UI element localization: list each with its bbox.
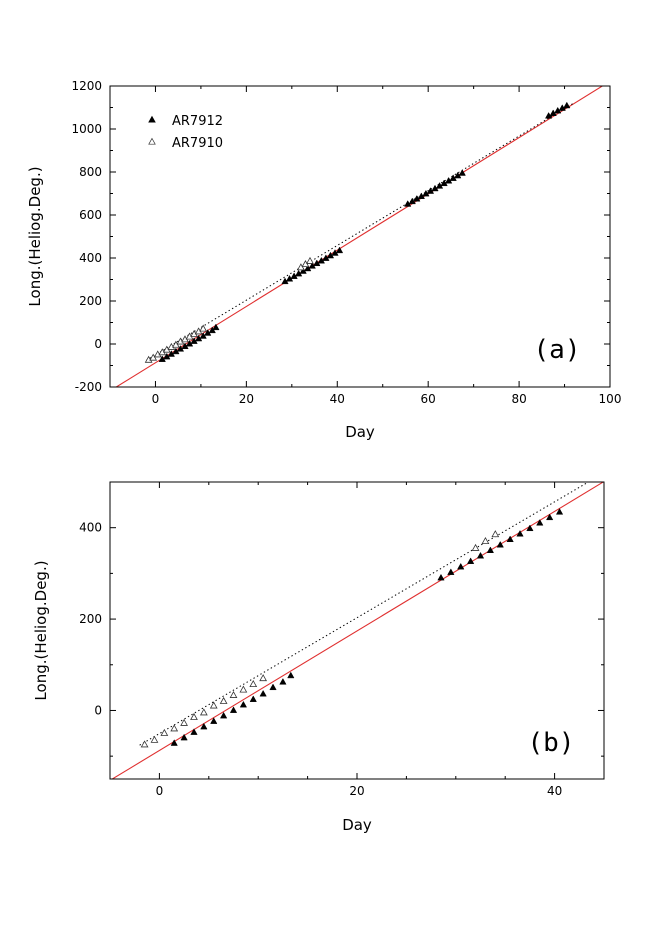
y-tick-label: 400 <box>79 521 102 535</box>
x-tick-label: 80 <box>511 392 526 406</box>
data-point-open-triangle <box>229 690 238 698</box>
data-point-filled-triangle <box>279 678 287 685</box>
axis-ticks <box>109 481 605 779</box>
data-point-open-triangle <box>209 701 218 709</box>
legend-label: AR7910 <box>172 136 223 151</box>
x-tick-label: 20 <box>349 784 364 798</box>
fit-line-dotted <box>139 482 590 746</box>
data-point-open-triangle <box>170 724 179 732</box>
x-tick-label: 40 <box>330 392 345 406</box>
data-point-open-triangle <box>190 712 198 720</box>
y-axis-label: Long.(Heliog.Deg.) <box>32 560 50 700</box>
data-point-filled-triangle <box>476 551 485 559</box>
data-point-filled-triangle <box>219 711 228 719</box>
data-point-open-triangle <box>239 685 248 693</box>
data-point-open-triangle <box>199 324 208 332</box>
x-axis-label: Day <box>345 423 375 441</box>
y-tick-label: 1000 <box>71 122 102 136</box>
data-point-filled-triangle <box>269 683 277 691</box>
x-tick-label: 20 <box>239 392 254 406</box>
x-tick-label: 0 <box>156 784 164 798</box>
data-point-open-triangle <box>199 708 208 716</box>
data-point-filled-triangle <box>457 562 465 570</box>
data-point-filled-triangle <box>239 700 248 708</box>
series-ar7912 <box>170 508 564 746</box>
series-ar7910 <box>140 530 500 748</box>
data-point-filled-triangle <box>229 706 238 713</box>
fit-line-dotted <box>146 102 574 361</box>
data-point-filled-triangle <box>458 169 466 176</box>
data-point-filled-triangle <box>466 557 475 564</box>
legend: AR7912 AR7910 <box>148 114 223 151</box>
x-tick-label: 0 <box>152 392 160 406</box>
data-point-filled-triangle <box>259 689 267 697</box>
y-tick-label: -200 <box>75 380 102 394</box>
data-point-filled-triangle <box>437 573 445 581</box>
data-point-filled-triangle <box>555 508 564 515</box>
data-point-open-triangle <box>259 674 268 682</box>
y-tick-label: 400 <box>79 251 102 265</box>
data-point-open-triangle <box>160 728 169 736</box>
legend-label: AR7912 <box>172 114 223 129</box>
y-tick-label: 800 <box>79 165 102 179</box>
y-tick-label: 0 <box>94 337 102 351</box>
data-point-filled-triangle <box>170 739 178 746</box>
data-point-filled-triangle <box>563 101 571 109</box>
data-point-filled-triangle <box>335 246 344 254</box>
series-ar7910 <box>144 256 314 363</box>
data-point-open-triangle <box>306 256 314 264</box>
series-ar7912 <box>158 101 571 362</box>
data-point-filled-triangle <box>447 568 455 575</box>
y-tick-label: 600 <box>79 208 102 222</box>
data-point-filled-triangle <box>526 524 534 532</box>
data-point-filled-triangle <box>536 519 544 526</box>
data-point-open-triangle <box>481 537 490 544</box>
data-point-filled-triangle <box>249 695 257 702</box>
data-point-filled-triangle <box>546 513 554 521</box>
axis-ticks <box>109 85 611 388</box>
data-point-open-triangle <box>180 718 188 726</box>
y-tick-label: 200 <box>79 294 102 308</box>
panel-label: (a) <box>534 335 581 365</box>
data-point-filled-triangle <box>180 733 188 741</box>
legend-marker-open-triangle <box>148 137 156 145</box>
data-point-filled-triangle <box>496 540 504 548</box>
data-point-open-triangle <box>219 696 228 704</box>
y-axis-label: Long.(Heliog.Deg.) <box>26 166 44 306</box>
chart-panel-a: 0 20 40 60 80 100 -200 0 200 400 600 800 1000 1200 Day… <box>26 79 621 441</box>
data-point-filled-triangle <box>212 323 220 331</box>
data-point-open-triangle <box>150 735 159 743</box>
y-tick-label: 0 <box>94 703 102 717</box>
data-point-filled-triangle <box>287 671 295 679</box>
data-point-open-triangle <box>491 530 500 538</box>
data-point-filled-triangle <box>506 535 514 543</box>
fit-line-solid <box>111 482 604 779</box>
x-tick-label: 40 <box>547 784 562 798</box>
fit-lines <box>111 482 604 779</box>
data-point-filled-triangle <box>486 546 495 553</box>
x-tick-label: 100 <box>599 392 622 406</box>
data-point-filled-triangle <box>200 722 208 730</box>
data-point-filled-triangle <box>210 717 218 724</box>
x-axis-label: Day <box>342 816 372 834</box>
legend-marker-filled-triangle <box>148 115 156 123</box>
x-tick-label: 60 <box>421 392 436 406</box>
y-tick-label: 1200 <box>71 79 102 93</box>
data-point-open-triangle <box>249 680 258 688</box>
y-tick-label: 200 <box>79 612 102 626</box>
data-point-open-triangle <box>140 740 149 748</box>
data-point-open-triangle <box>471 543 480 551</box>
data-point-filled-triangle <box>190 728 198 735</box>
panel-label: (b) <box>528 728 575 758</box>
data-point-filled-triangle <box>516 530 524 537</box>
